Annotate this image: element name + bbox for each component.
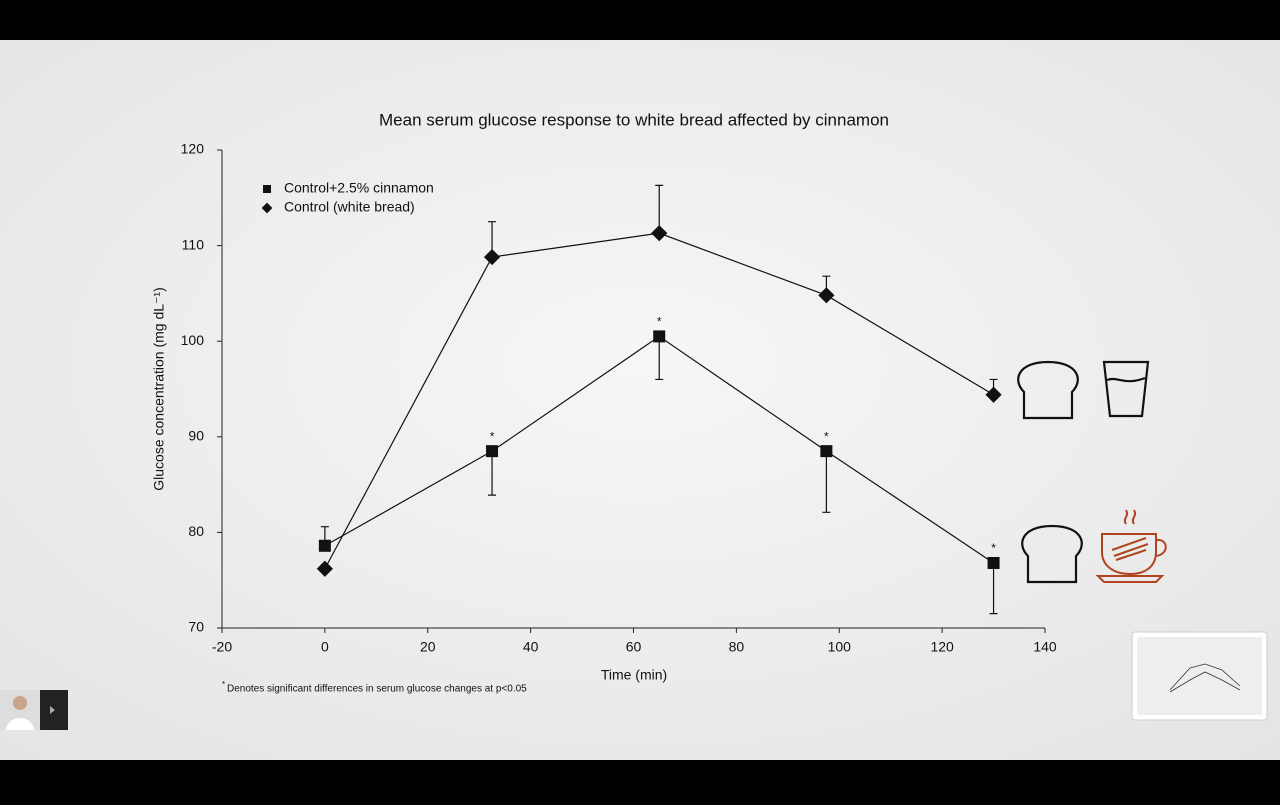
legend-marker [263,185,271,193]
y-tick-label: 70 [188,619,204,635]
y-axis-label: Glucose concentration (mg dL⁻¹) [151,287,167,490]
significance-marker: * [991,541,996,555]
x-tick-label: 120 [930,639,954,655]
x-tick-label: 20 [420,639,436,655]
legend-label: Control (white bread) [284,199,415,215]
marker [486,445,499,458]
legend-label: Control+2.5% cinnamon [284,180,434,196]
marker [985,386,1002,403]
x-axis-label: Time (min) [601,667,667,683]
letterbox-top [0,0,1280,40]
y-tick-label: 90 [188,428,204,444]
y-tick-label: 120 [181,141,205,157]
slide-thumbnail[interactable] [1131,631,1268,721]
chart-title: Mean serum glucose response to white bre… [379,110,889,129]
marker [818,287,835,304]
marker [820,445,833,458]
x-tick-label: 60 [626,639,642,655]
presenter-thumbnail [0,690,68,730]
x-tick-label: 40 [523,639,539,655]
marker [987,556,1000,569]
footnote: Denotes significant differences in serum… [227,684,527,695]
x-tick-label: 0 [321,639,329,655]
x-tick-label: 100 [828,639,852,655]
x-tick-label: 80 [729,639,745,655]
x-tick-label: 140 [1033,639,1057,655]
marker [483,248,501,266]
legend-marker [261,202,273,214]
y-tick-label: 110 [182,236,205,252]
error-bar [655,336,664,381]
footnote-marker: * [222,680,225,689]
significance-marker: * [490,429,495,443]
error-bar [989,562,998,615]
bread-water-icon [1017,360,1150,420]
letterbox-bottom [0,760,1280,800]
marker [651,225,668,242]
error-bar [822,451,831,513]
y-tick-label: 80 [188,523,204,539]
y-tick-label: 100 [181,332,205,348]
marker [318,539,331,552]
x-tick-label: -20 [212,639,232,655]
error-bar [488,451,497,496]
marker [653,330,666,343]
cinnamon-cup-icon [1095,509,1167,583]
slide [0,40,1280,760]
bread-icon [1021,524,1083,584]
significance-marker: * [824,429,829,443]
marker [316,560,333,577]
significance-marker: * [657,315,662,329]
